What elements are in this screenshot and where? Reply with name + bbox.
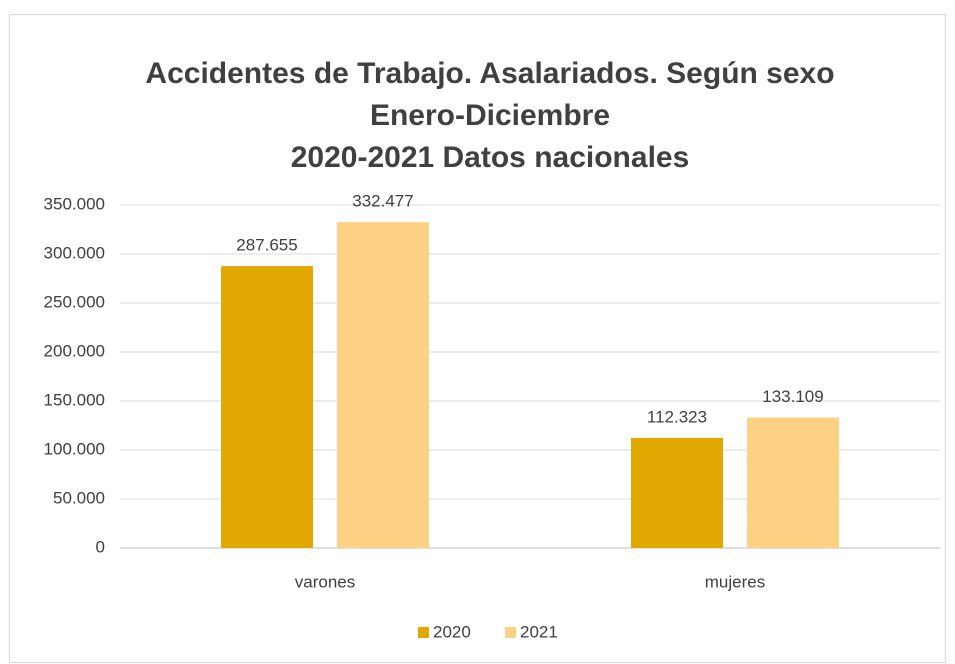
x-tick-label: varones xyxy=(295,572,355,591)
data-label: 332.477 xyxy=(352,192,413,211)
chart-frame xyxy=(9,14,946,663)
y-tick-label: 350.000 xyxy=(44,194,105,213)
y-tick-label: 150.000 xyxy=(44,390,105,409)
y-tick-label: 50.000 xyxy=(53,488,105,507)
bar xyxy=(747,417,839,548)
legend-label: 2020 xyxy=(433,622,471,641)
x-tick-label: mujeres xyxy=(705,572,765,591)
legend-swatch xyxy=(418,627,429,638)
bar xyxy=(221,266,313,548)
y-tick-label: 300.000 xyxy=(44,243,105,262)
data-label: 133.109 xyxy=(762,387,823,406)
data-label: 112.323 xyxy=(647,407,707,426)
chart-title: 2020-2021 Datos nacionales xyxy=(291,141,690,174)
chart-title: Enero-Diciembre xyxy=(370,99,610,132)
legend-swatch xyxy=(505,627,516,638)
bar xyxy=(337,222,429,548)
legend-label: 2021 xyxy=(520,622,558,641)
y-tick-label: 0 xyxy=(96,537,105,556)
y-tick-label: 200.000 xyxy=(44,341,105,360)
data-label: 287.655 xyxy=(236,236,297,255)
chart-title: Accidentes de Trabajo. Asalariados. Segú… xyxy=(145,57,834,90)
y-tick-label: 250.000 xyxy=(44,292,105,311)
y-tick-label: 100.000 xyxy=(44,439,105,458)
bar xyxy=(631,437,723,548)
